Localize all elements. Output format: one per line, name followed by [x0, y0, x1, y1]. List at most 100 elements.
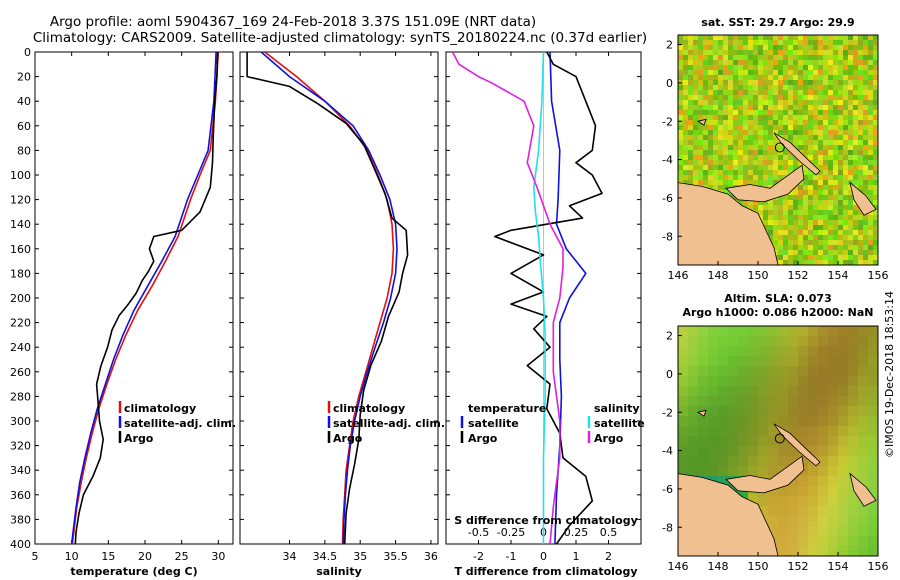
map-cell — [808, 135, 814, 141]
map-cell — [708, 406, 719, 417]
map-cell — [778, 496, 789, 507]
map-cell — [868, 536, 878, 547]
map-cell — [733, 70, 739, 76]
map-cell — [698, 456, 709, 467]
map-cell — [868, 516, 878, 527]
map-cell — [733, 35, 739, 41]
map-cell — [828, 426, 839, 437]
map-cell — [848, 526, 859, 537]
map-cell — [733, 120, 739, 126]
map-cell — [698, 180, 704, 186]
map-cell — [863, 145, 869, 151]
map-cell — [773, 85, 779, 91]
map-cell — [868, 456, 878, 467]
map-cell — [823, 100, 829, 106]
map-cell — [748, 115, 754, 121]
map-cell — [873, 190, 878, 196]
map-cell — [698, 396, 709, 407]
map-cell — [818, 230, 824, 236]
map-cell — [828, 326, 839, 337]
map-cell — [818, 175, 824, 181]
map-cell — [833, 65, 839, 71]
map-cell — [863, 235, 869, 241]
depth-tick-label: 220 — [10, 317, 31, 330]
map-cell — [838, 205, 844, 211]
map-cell — [868, 396, 878, 407]
map-cell — [698, 125, 704, 131]
map-cell — [838, 250, 844, 256]
map-cell — [718, 95, 724, 101]
map-cell — [838, 85, 844, 91]
map-cell — [833, 85, 839, 91]
map-cell — [778, 546, 789, 556]
map-cell — [833, 110, 839, 116]
map-cell — [868, 140, 874, 146]
map-cell — [808, 205, 814, 211]
map-cell — [863, 185, 869, 191]
map-cell — [823, 50, 829, 56]
map-cell — [718, 40, 724, 46]
map-cell — [843, 105, 849, 111]
map-cell — [693, 80, 699, 86]
map-cell — [823, 175, 829, 181]
map-cell — [773, 45, 779, 51]
map-cell — [743, 105, 749, 111]
map-cell — [738, 175, 744, 181]
map-cell — [758, 85, 764, 91]
map-cell — [788, 110, 794, 116]
map-cell — [778, 160, 784, 166]
map-cell — [818, 446, 829, 457]
map-cell — [808, 185, 814, 191]
map-cell — [733, 65, 739, 71]
map-cell — [868, 35, 874, 41]
map-cell — [828, 210, 834, 216]
map-cell — [738, 406, 749, 417]
map-cell — [843, 100, 849, 106]
map-cell — [778, 75, 784, 81]
map-cell — [848, 496, 859, 507]
map-cell — [688, 85, 694, 91]
map-cell — [823, 235, 829, 241]
map-cell — [808, 80, 814, 86]
map-cell — [798, 250, 804, 256]
map-cell — [773, 35, 779, 41]
map-cell — [713, 155, 719, 161]
map-cell — [833, 55, 839, 61]
map-cell — [738, 446, 749, 457]
map-cell — [833, 40, 839, 46]
map-cell — [703, 35, 709, 41]
map-cell — [853, 170, 859, 176]
map-cell — [748, 120, 754, 126]
map-cell — [718, 145, 724, 151]
map-cell — [813, 75, 819, 81]
map-cell — [713, 160, 719, 166]
map-cell — [788, 456, 799, 467]
series-argo — [74, 52, 219, 544]
map-cell — [783, 125, 789, 131]
map-cell — [843, 155, 849, 161]
map-cell — [863, 75, 869, 81]
map-cell — [748, 145, 754, 151]
map-cell — [723, 125, 729, 131]
land-mass — [849, 472, 877, 507]
map-cell — [863, 135, 869, 141]
map-cell — [803, 150, 809, 156]
map-cell — [728, 105, 734, 111]
map-cell — [708, 120, 714, 126]
map-cell — [838, 396, 849, 407]
map-cell — [793, 40, 799, 46]
map-cell — [833, 235, 839, 241]
map-cell — [873, 195, 878, 201]
map-cell — [813, 245, 819, 251]
map-cell — [683, 155, 689, 161]
map-cell — [868, 336, 878, 347]
map-cell — [768, 105, 774, 111]
map-cell — [688, 406, 699, 417]
map-cell — [678, 326, 689, 337]
map-cell — [848, 456, 859, 467]
map-cell — [843, 150, 849, 156]
map-cell — [858, 115, 864, 121]
map-cell — [678, 75, 684, 81]
map-cell — [778, 100, 784, 106]
map-cell — [688, 336, 699, 347]
